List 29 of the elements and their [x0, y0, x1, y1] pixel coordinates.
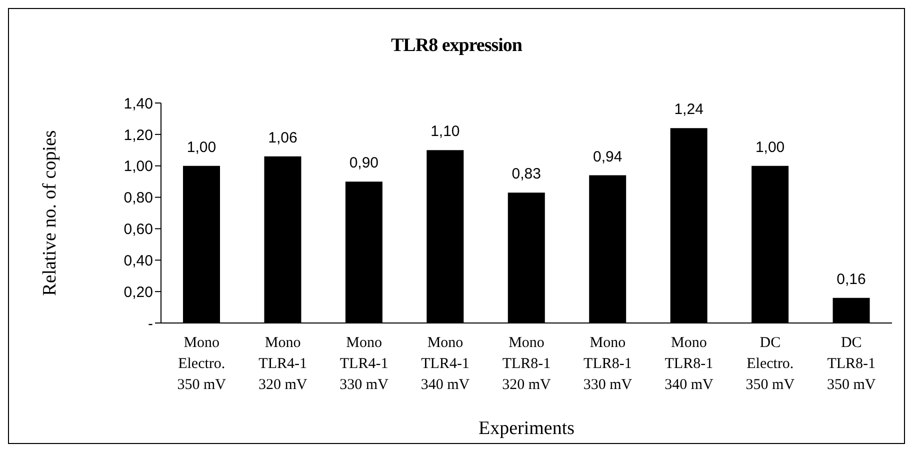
y-axis-title: Relative no. of copies: [40, 130, 61, 296]
data-label: 1,00: [755, 138, 785, 156]
x-tick-label: Mono Electro. 350 mV: [177, 335, 226, 393]
y-tick-label: 0,80: [124, 190, 153, 207]
x-tick-label: DC Electro. 350 mV: [746, 335, 795, 393]
y-tick-label: 0,60: [124, 221, 153, 238]
x-tick-label: Mono TLR4-1 320 mV: [258, 335, 308, 393]
data-label: 0,83: [512, 166, 541, 183]
data-label: 0,94: [593, 148, 622, 166]
x-tick-label: Mono TLR8-1 330 mV: [583, 335, 632, 393]
x-tick-label: Mono TLR8-1 340 mV: [664, 335, 714, 393]
y-tick-label: 1,40: [124, 95, 153, 112]
y-tick-label: -: [148, 315, 153, 332]
y-tick-label: 0,40: [124, 252, 153, 270]
data-label: 1,00: [186, 138, 216, 156]
data-label: 1,10: [430, 123, 460, 140]
y-tick-label: 0,20: [124, 284, 153, 301]
y-tick-label: 1,20: [124, 126, 153, 144]
x-tick-label: Mono TLR8-1 320 mV: [502, 335, 552, 393]
chart-title: TLR8 expression: [390, 35, 524, 57]
y-tick-label: 1,00: [124, 158, 153, 176]
data-label: 1,06: [268, 129, 298, 146]
x-tick-label: Mono TLR4-1 340 mV: [420, 335, 470, 393]
x-tick-label: Mono TLR4-1 330 mV: [340, 335, 389, 393]
data-label: 0,90: [349, 154, 379, 172]
data-label: 1,24: [674, 101, 704, 118]
data-label: 0,16: [836, 270, 866, 288]
x-axis-title: Experiments: [478, 418, 575, 439]
x-tick-label: DC TLR8-1 350 mV: [827, 335, 876, 393]
